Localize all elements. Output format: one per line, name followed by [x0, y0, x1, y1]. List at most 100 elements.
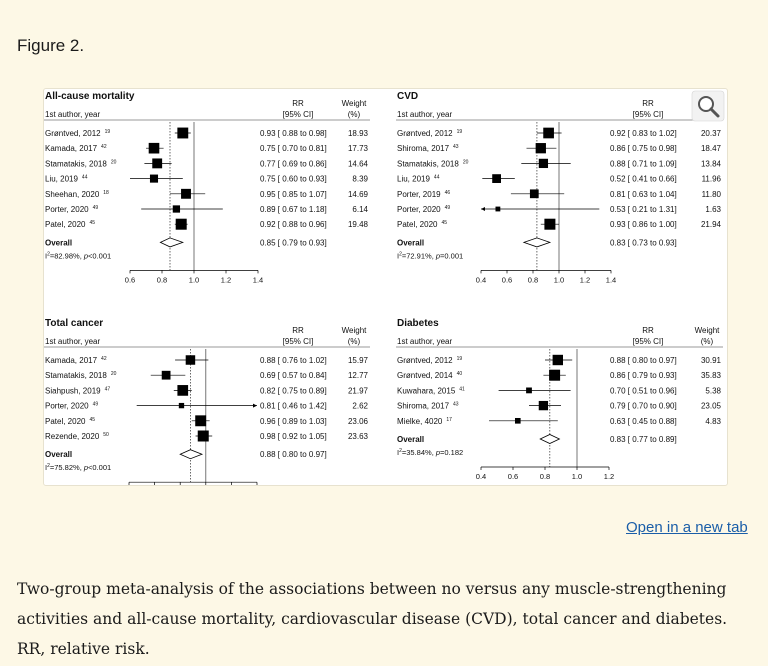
overall-rr-ci: 0.85 [ 0.79 to 0.93]	[260, 238, 327, 247]
study-weight: 19.48	[348, 220, 369, 229]
heterogeneity-stat: I2=82.98%, p<0.001	[45, 251, 111, 260]
study-marker	[543, 127, 554, 139]
study-weight: 23.63	[348, 432, 369, 441]
open-in-new-tab-link[interactable]: Open in a new tab	[626, 519, 748, 536]
x-tick-label: 0.8	[528, 275, 538, 284]
panel-title: All-cause mortality	[45, 91, 135, 102]
x-tick-label: 0.4	[476, 472, 486, 481]
study-rr-ci: 0.81 [ 0.46 to 1.42]	[260, 402, 327, 411]
study-rr-ci: 0.81 [ 0.63 to 1.04]	[610, 190, 677, 199]
study-label: Shiroma, 2017 43	[397, 144, 459, 153]
study-weight: 5.38	[705, 386, 721, 395]
study-label: Liu, 2019 44	[45, 175, 88, 184]
study-marker	[514, 417, 521, 424]
study-marker	[549, 369, 561, 381]
reference-number: 40	[457, 371, 463, 377]
figure-image[interactable]: All-cause mortality 1st author, year RR [95…	[43, 88, 728, 486]
column-header-ci: [95% CI]	[633, 110, 664, 119]
study-label: Mielke, 4020 17	[397, 417, 452, 426]
study-label: Patel, 2020 45	[397, 220, 447, 229]
reference-number: 49	[93, 402, 99, 408]
reference-number: 43	[453, 402, 459, 408]
reference-number: 49	[445, 205, 451, 211]
reference-number: 44	[82, 175, 88, 181]
reference-number: 17	[446, 417, 452, 423]
study-marker	[538, 400, 549, 411]
column-header-rr: RR	[642, 99, 654, 108]
study-label: Porter, 2020 49	[45, 205, 98, 214]
reference-number: 45	[89, 417, 95, 423]
column-header-weight: Weight	[342, 99, 368, 108]
column-header-weight-unit: (%)	[348, 337, 361, 346]
column-header-rr: RR	[642, 326, 654, 335]
reference-number: 50	[103, 432, 109, 438]
study-marker	[544, 218, 556, 230]
study-marker	[178, 402, 185, 409]
study-rr-ci: 0.96 [ 0.89 to 1.03]	[260, 417, 327, 426]
study-marker	[175, 218, 187, 230]
study-weight: 18.93	[348, 129, 369, 138]
reference-number: 45	[89, 220, 95, 226]
column-header-study: 1st author, year	[45, 110, 100, 119]
study-weight: 14.69	[348, 190, 369, 199]
study-marker	[538, 158, 549, 169]
study-label: Grøntved, 2012 19	[45, 129, 110, 138]
x-tick-label: 1.0	[572, 472, 582, 481]
reference-number: 18	[103, 190, 109, 196]
overall-rr-ci: 0.83 [ 0.73 to 0.93]	[610, 238, 677, 247]
study-label: Liu, 2019 44	[397, 175, 440, 184]
study-weight: 17.73	[348, 144, 369, 153]
study-weight: 12.77	[348, 371, 369, 380]
study-weight: 6.14	[352, 205, 368, 214]
x-tick-label: 0.6	[508, 472, 518, 481]
study-rr-ci: 0.82 [ 0.75 to 0.89]	[260, 386, 327, 395]
reference-number: 20	[111, 159, 117, 165]
study-rr-ci: 0.98 [ 0.92 to 1.05]	[260, 432, 327, 441]
study-weight: 1.63	[705, 205, 721, 214]
reference-number: 19	[105, 129, 111, 135]
study-weight: 4.83	[705, 417, 721, 426]
column-header-weight-unit: (%)	[348, 110, 361, 119]
study-label: Stamatakis, 2018 20	[45, 159, 117, 168]
study-label: Patel, 2020 45	[45, 417, 95, 426]
x-tick-label: 0.8	[540, 472, 550, 481]
study-weight: 11.96	[702, 175, 722, 184]
study-rr-ci: 0.92 [ 0.83 to 1.02]	[610, 129, 677, 138]
x-tick-label: 1.4	[253, 275, 263, 284]
forest-plots: All-cause mortality 1st author, year RR [95…	[44, 90, 725, 485]
study-marker	[526, 387, 532, 394]
study-rr-ci: 0.89 [ 0.67 to 1.18]	[260, 205, 327, 214]
forest-panel-1: All-cause mortality 1st author, year RR [95…	[44, 91, 370, 284]
reference-number: 45	[441, 220, 447, 226]
x-tick-label: 0.4	[476, 275, 486, 284]
overall-label: Overall	[45, 238, 72, 247]
overall-rr-ci: 0.88 [ 0.80 to 0.97]	[260, 450, 327, 459]
study-weight: 11.80	[702, 190, 722, 199]
x-tick-label: 0.8	[157, 275, 167, 284]
study-label: Porter, 2020 49	[45, 402, 98, 411]
panel-title: CVD	[397, 91, 418, 102]
column-header-rr: RR	[292, 326, 304, 335]
reference-number: 44	[434, 175, 440, 181]
column-header-weight: Weight	[695, 326, 721, 335]
heterogeneity-stat: I2=75.82%, p<0.001	[45, 463, 111, 472]
study-marker	[492, 174, 501, 183]
study-rr-ci: 0.52 [ 0.41 to 0.66]	[610, 175, 677, 184]
study-rr-ci: 0.79 [ 0.70 to 0.90]	[610, 402, 677, 411]
study-weight: 23.05	[701, 402, 722, 411]
overall-diamond	[179, 449, 204, 460]
figure-caption: Two-group meta-analysis of the associati…	[17, 580, 728, 658]
ci-arrow-left	[481, 207, 485, 211]
study-rr-ci: 0.92 [ 0.88 to 0.96]	[260, 220, 327, 229]
study-rr-ci: 0.53 [ 0.21 to 1.31]	[610, 205, 677, 214]
study-label: Stamatakis, 2018 20	[45, 371, 117, 380]
x-tick-label: 1.0	[189, 275, 199, 284]
study-label: Grøntved, 2014 40	[397, 371, 462, 380]
study-label: Kuwahara, 2015 41	[397, 386, 465, 395]
study-rr-ci: 0.70 [ 0.51 to 0.96]	[610, 386, 677, 395]
heterogeneity-stat: I2=72.91%, p=0.001	[397, 251, 463, 260]
magnifier-icon[interactable]	[691, 90, 725, 122]
column-header-rr: RR	[292, 99, 304, 108]
study-weight: 35.83	[701, 371, 722, 380]
